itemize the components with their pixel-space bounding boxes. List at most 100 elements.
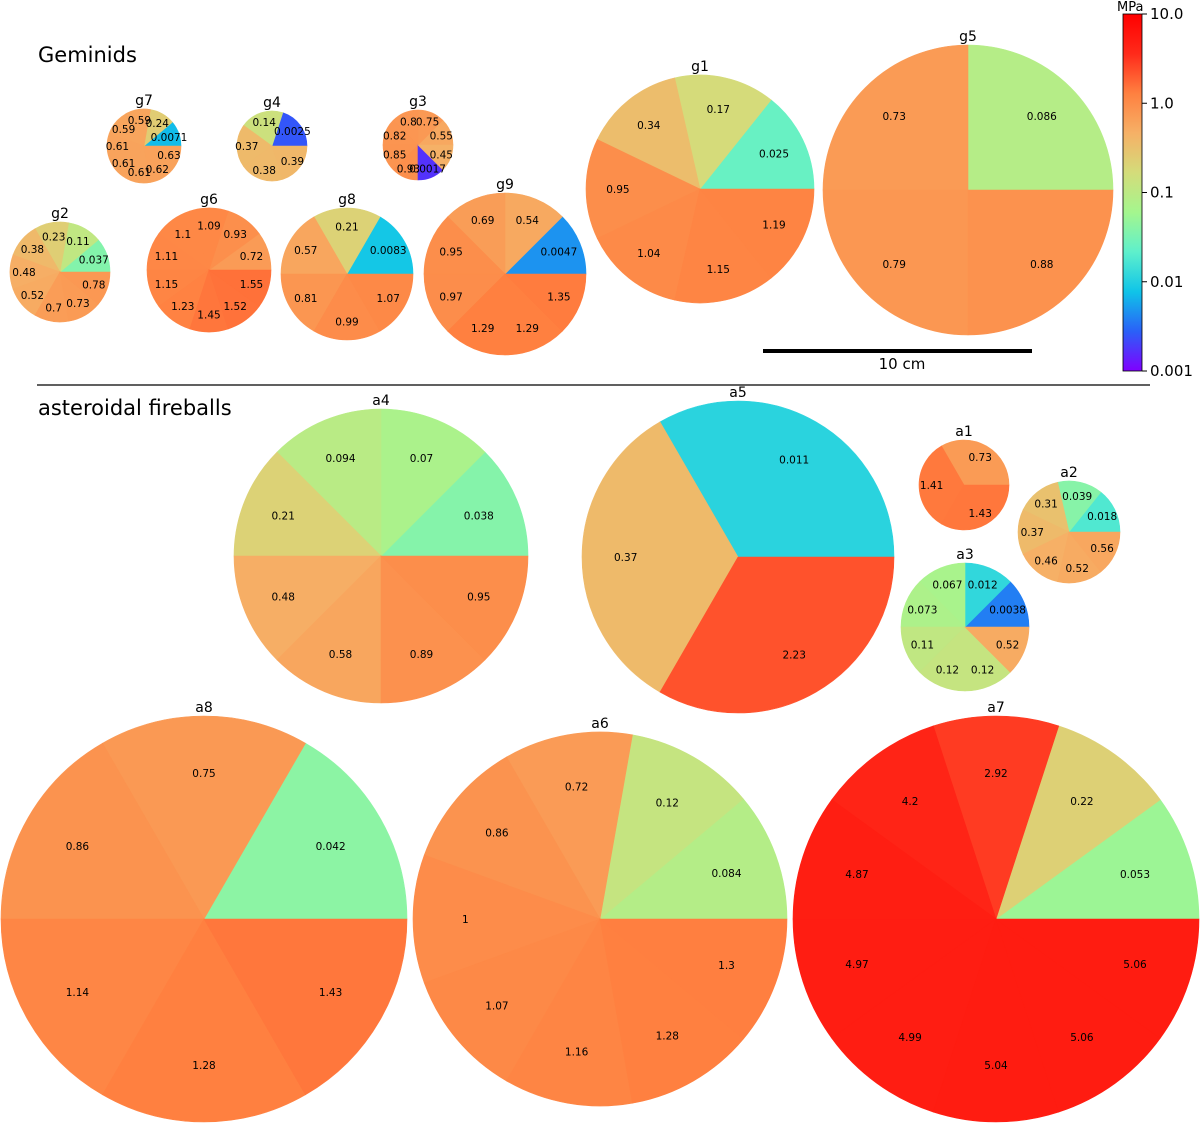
pie-g6: 0.72 0.93 1.09 1.1 1.11 1.15 1.231.45 1.52 1.55 g…: [146, 192, 272, 333]
slice-label: 0.0047: [541, 247, 578, 259]
pie-slice: [659, 556, 895, 714]
pie-slice: [208, 269, 272, 307]
slice-label: 0.73: [969, 452, 992, 464]
slice-label: 0.21: [335, 222, 358, 234]
slice-label: 0.61: [128, 167, 151, 179]
pie-slice: [995, 799, 1200, 920]
pie-slice: [792, 799, 997, 920]
slice-label: 0.45: [430, 150, 453, 162]
slice-label: 0.99: [335, 317, 358, 329]
pie-slice: [102, 918, 306, 1123]
pie-slice: [346, 273, 414, 332]
pie-title: g7: [135, 93, 153, 109]
pie-slice: [346, 216, 414, 275]
pie-a8: 0.042 0.75 0.86 1.14 1.28 1.43 a8: [0, 700, 408, 1123]
slice-label: 0.086: [1027, 111, 1057, 123]
pie-title: g2: [51, 206, 69, 222]
colorbar-tick-label: 0.01: [1150, 273, 1183, 291]
slice-label: 0.037: [79, 255, 109, 267]
slice-label: 0.084: [711, 868, 741, 880]
pie-slice: [233, 451, 382, 557]
slice-label: 1.41: [920, 480, 943, 492]
pie-slice: [596, 188, 701, 301]
slice-label: 0.21: [272, 511, 295, 523]
pie-g1: 0.025 0.17 0.34 0.95 1.04 1.15 1.19 g1: [585, 59, 815, 304]
slice-label: 0.72: [240, 251, 263, 263]
slice-label: 0.82: [383, 130, 406, 142]
colorbar: [1122, 13, 1143, 372]
pie-slice: [243, 110, 284, 147]
pie-slice: [380, 555, 529, 661]
slice-label: 0.86: [66, 841, 90, 853]
pie-slice: [792, 918, 997, 1039]
slice-label: 0.7: [45, 303, 62, 315]
pie-slice: [280, 216, 348, 275]
pie-slice: [599, 734, 744, 920]
slice-label: 1.07: [485, 1001, 508, 1013]
slice-label: 0.12: [971, 665, 994, 677]
pie-slice: [822, 44, 969, 191]
slice-label: 0.34: [637, 120, 661, 132]
pie-slice: [941, 484, 1010, 531]
pie-slice: [417, 144, 454, 171]
slice-label: 1.14: [66, 987, 90, 999]
pie-slice: [59, 271, 111, 305]
slice-label: 1.04: [637, 248, 661, 260]
pie-a3: 0.0038 0.012 0.067 0.073 0.11 0.12 0.12 0.52 a3: [900, 547, 1030, 692]
pie-a1: 0.73 1.41 1.43 a1: [918, 424, 1010, 531]
slice-label: 1.28: [656, 1031, 679, 1043]
slice-label: 0.58: [329, 649, 352, 661]
slice-label: 2.23: [783, 649, 806, 661]
slice-label: 0.37: [1021, 527, 1044, 539]
pie-slice: [380, 451, 529, 557]
pie-title: g6: [200, 192, 218, 208]
slice-label: 0.12: [656, 797, 679, 809]
slice-label: 0.75: [192, 768, 215, 780]
slice-label: 1.55: [240, 279, 263, 291]
pie-slice: [280, 273, 348, 332]
pie-title: a4: [372, 393, 390, 409]
slice-label: 0.62: [146, 164, 169, 176]
pie-g8: 0.0083 0.21 0.57 0.81 0.99 1.07 g8: [280, 192, 414, 341]
slice-label: 0.11: [911, 640, 934, 652]
slice-label: 0.11: [66, 236, 89, 248]
slice-label: 0.17: [707, 104, 730, 116]
slice-label: 1.19: [762, 220, 785, 232]
slice-label: 0.025: [759, 148, 789, 160]
slice-label: 0.57: [294, 245, 317, 257]
pie-slice: [203, 742, 408, 920]
slice-label: 1.28: [192, 1060, 215, 1072]
slice-label: 4.97: [845, 959, 868, 971]
slice-label: 0.85: [383, 150, 406, 162]
slice-label: 5.06: [1070, 1032, 1094, 1044]
slice-label: 0.23: [42, 232, 65, 244]
pie-a5: 0.011 0.37 2.23 a5: [581, 385, 895, 714]
slice-label: 0.24: [146, 118, 170, 130]
slice-label: 0.48: [272, 592, 295, 604]
slice-label: 0.93: [397, 163, 420, 175]
pie-slice: [967, 189, 1114, 336]
pie-slice: [0, 742, 205, 920]
pie-slice: [276, 555, 382, 704]
slice-label: 0.69: [471, 215, 494, 227]
pie-slice: [271, 145, 308, 180]
slice-label: 1: [462, 914, 469, 926]
pie-g5: 0.086 0.73 0.79 0.88 g5: [822, 29, 1114, 336]
slice-label: 0.88: [1030, 259, 1053, 271]
pie-slice: [506, 918, 633, 1107]
pie-slice: [271, 112, 308, 147]
slice-label: 4.2: [902, 796, 919, 808]
slice-label: 0.75: [416, 117, 439, 129]
slice-label: 1.52: [224, 301, 247, 313]
slice-label: 0.79: [883, 259, 906, 271]
slice-label: 0.0025: [274, 126, 311, 138]
pie-slice: [313, 207, 381, 275]
slice-label: 0.56: [1090, 543, 1114, 555]
slice-label: 0.37: [614, 552, 637, 564]
pie-slice: [423, 216, 506, 275]
pie-title: a6: [591, 716, 609, 732]
pie-slice: [380, 408, 486, 557]
pie-slice: [599, 918, 744, 1104]
pie-slice: [504, 273, 587, 332]
